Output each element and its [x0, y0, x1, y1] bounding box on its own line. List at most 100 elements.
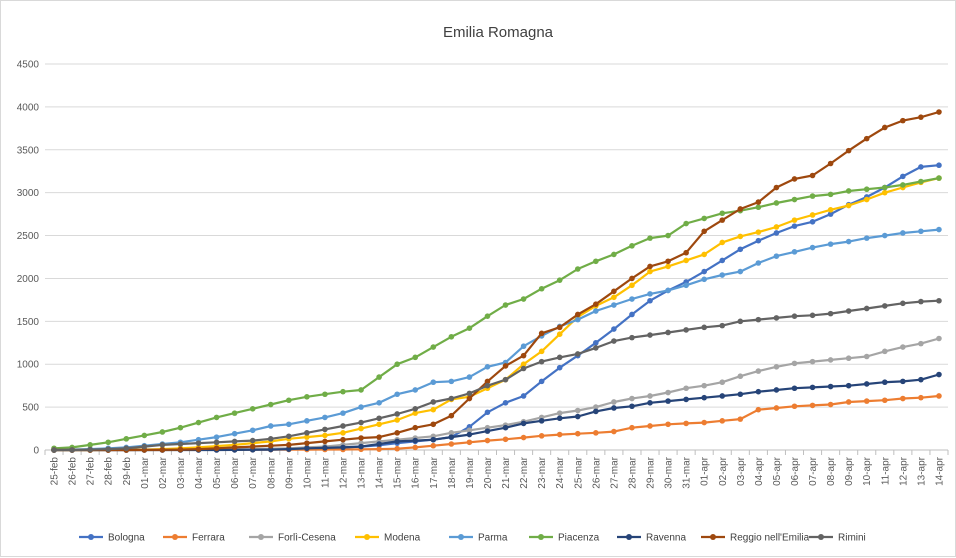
data-point: [755, 260, 762, 266]
data-point: [484, 409, 491, 416]
data-point: [195, 419, 202, 426]
data-point: [448, 412, 455, 419]
data-point: [304, 440, 310, 446]
data-point: [773, 224, 780, 230]
data-point: [286, 421, 292, 428]
data-point: [340, 423, 346, 429]
series-line: [53, 228, 940, 452]
data-point: [845, 399, 852, 405]
data-point: [809, 193, 816, 199]
data-point: [267, 436, 274, 442]
data-point: [719, 418, 726, 424]
data-point: [574, 430, 581, 437]
legend-item: Parma: [449, 533, 508, 544]
data-point: [755, 229, 762, 235]
data-point: [611, 338, 617, 344]
data-point: [683, 385, 689, 392]
data-point: [701, 324, 707, 331]
x-tick-label: 04-apr: [754, 456, 765, 486]
data-point: [773, 184, 780, 191]
x-tick-label: 10-mar: [302, 456, 313, 488]
x-tick-label: 29-feb: [122, 457, 133, 486]
data-point: [105, 439, 112, 446]
data-point: [845, 202, 852, 209]
data-point: [520, 296, 527, 302]
data-point: [791, 360, 798, 367]
data-point: [665, 329, 671, 336]
data-point: [701, 228, 707, 235]
data-point: [665, 232, 671, 239]
data-point: [701, 268, 707, 275]
data-point: [611, 302, 617, 308]
data-point: [918, 228, 924, 235]
legend-swatch-marker: [626, 534, 632, 540]
series-2: [51, 335, 942, 453]
data-point: [918, 376, 924, 383]
data-point: [845, 238, 852, 245]
data-point: [574, 413, 581, 420]
gridlines: [45, 63, 948, 408]
data-point: [647, 263, 653, 270]
data-point: [322, 432, 328, 439]
x-tick-label: 06-apr: [790, 456, 801, 486]
data-point: [683, 327, 689, 333]
data-point: [611, 399, 617, 405]
data-point: [683, 396, 689, 403]
data-point: [845, 147, 852, 154]
data-point: [574, 266, 581, 272]
data-point: [484, 378, 491, 385]
data-point: [556, 410, 563, 416]
data-point: [466, 325, 473, 331]
data-point: [430, 379, 437, 386]
data-point: [484, 382, 491, 389]
data-point: [412, 387, 419, 393]
data-point: [213, 414, 220, 421]
data-point: [466, 374, 473, 380]
data-point: [141, 443, 148, 450]
legend-label: Parma: [478, 533, 508, 544]
data-point: [936, 371, 942, 378]
data-point: [647, 400, 653, 406]
data-point: [484, 363, 491, 370]
data-point: [358, 443, 364, 450]
data-point: [863, 196, 870, 203]
data-point: [773, 405, 780, 411]
data-point: [502, 436, 509, 443]
data-point: [809, 384, 816, 391]
legend-item: Piacenza: [529, 533, 600, 544]
data-point: [791, 385, 798, 392]
data-point: [484, 428, 491, 434]
legend-swatch-marker: [458, 534, 464, 540]
data-point: [448, 430, 455, 436]
data-point: [304, 394, 310, 400]
data-point: [936, 162, 942, 169]
data-point: [304, 434, 310, 440]
data-point: [394, 445, 400, 452]
data-point: [755, 368, 762, 374]
data-point: [376, 434, 382, 440]
data-point: [737, 206, 744, 212]
x-tick-label: 27-feb: [86, 457, 97, 486]
data-point: [809, 312, 816, 319]
data-point: [755, 316, 762, 323]
x-tick-label: 02-apr: [718, 456, 729, 486]
data-point: [430, 399, 437, 405]
data-point: [322, 438, 328, 445]
data-point: [412, 437, 419, 444]
data-point: [159, 447, 166, 453]
series-4: [51, 226, 942, 453]
data-point: [448, 378, 455, 385]
data-point: [412, 444, 419, 451]
data-point: [773, 315, 780, 321]
data-point: [701, 276, 707, 283]
data-point: [159, 429, 166, 435]
data-point: [231, 410, 238, 416]
data-point: [936, 175, 942, 181]
data-point: [737, 246, 744, 253]
data-point: [358, 404, 364, 410]
data-point: [900, 300, 906, 307]
data-point: [466, 431, 473, 438]
data-point: [538, 418, 545, 424]
data-point: [665, 398, 671, 404]
